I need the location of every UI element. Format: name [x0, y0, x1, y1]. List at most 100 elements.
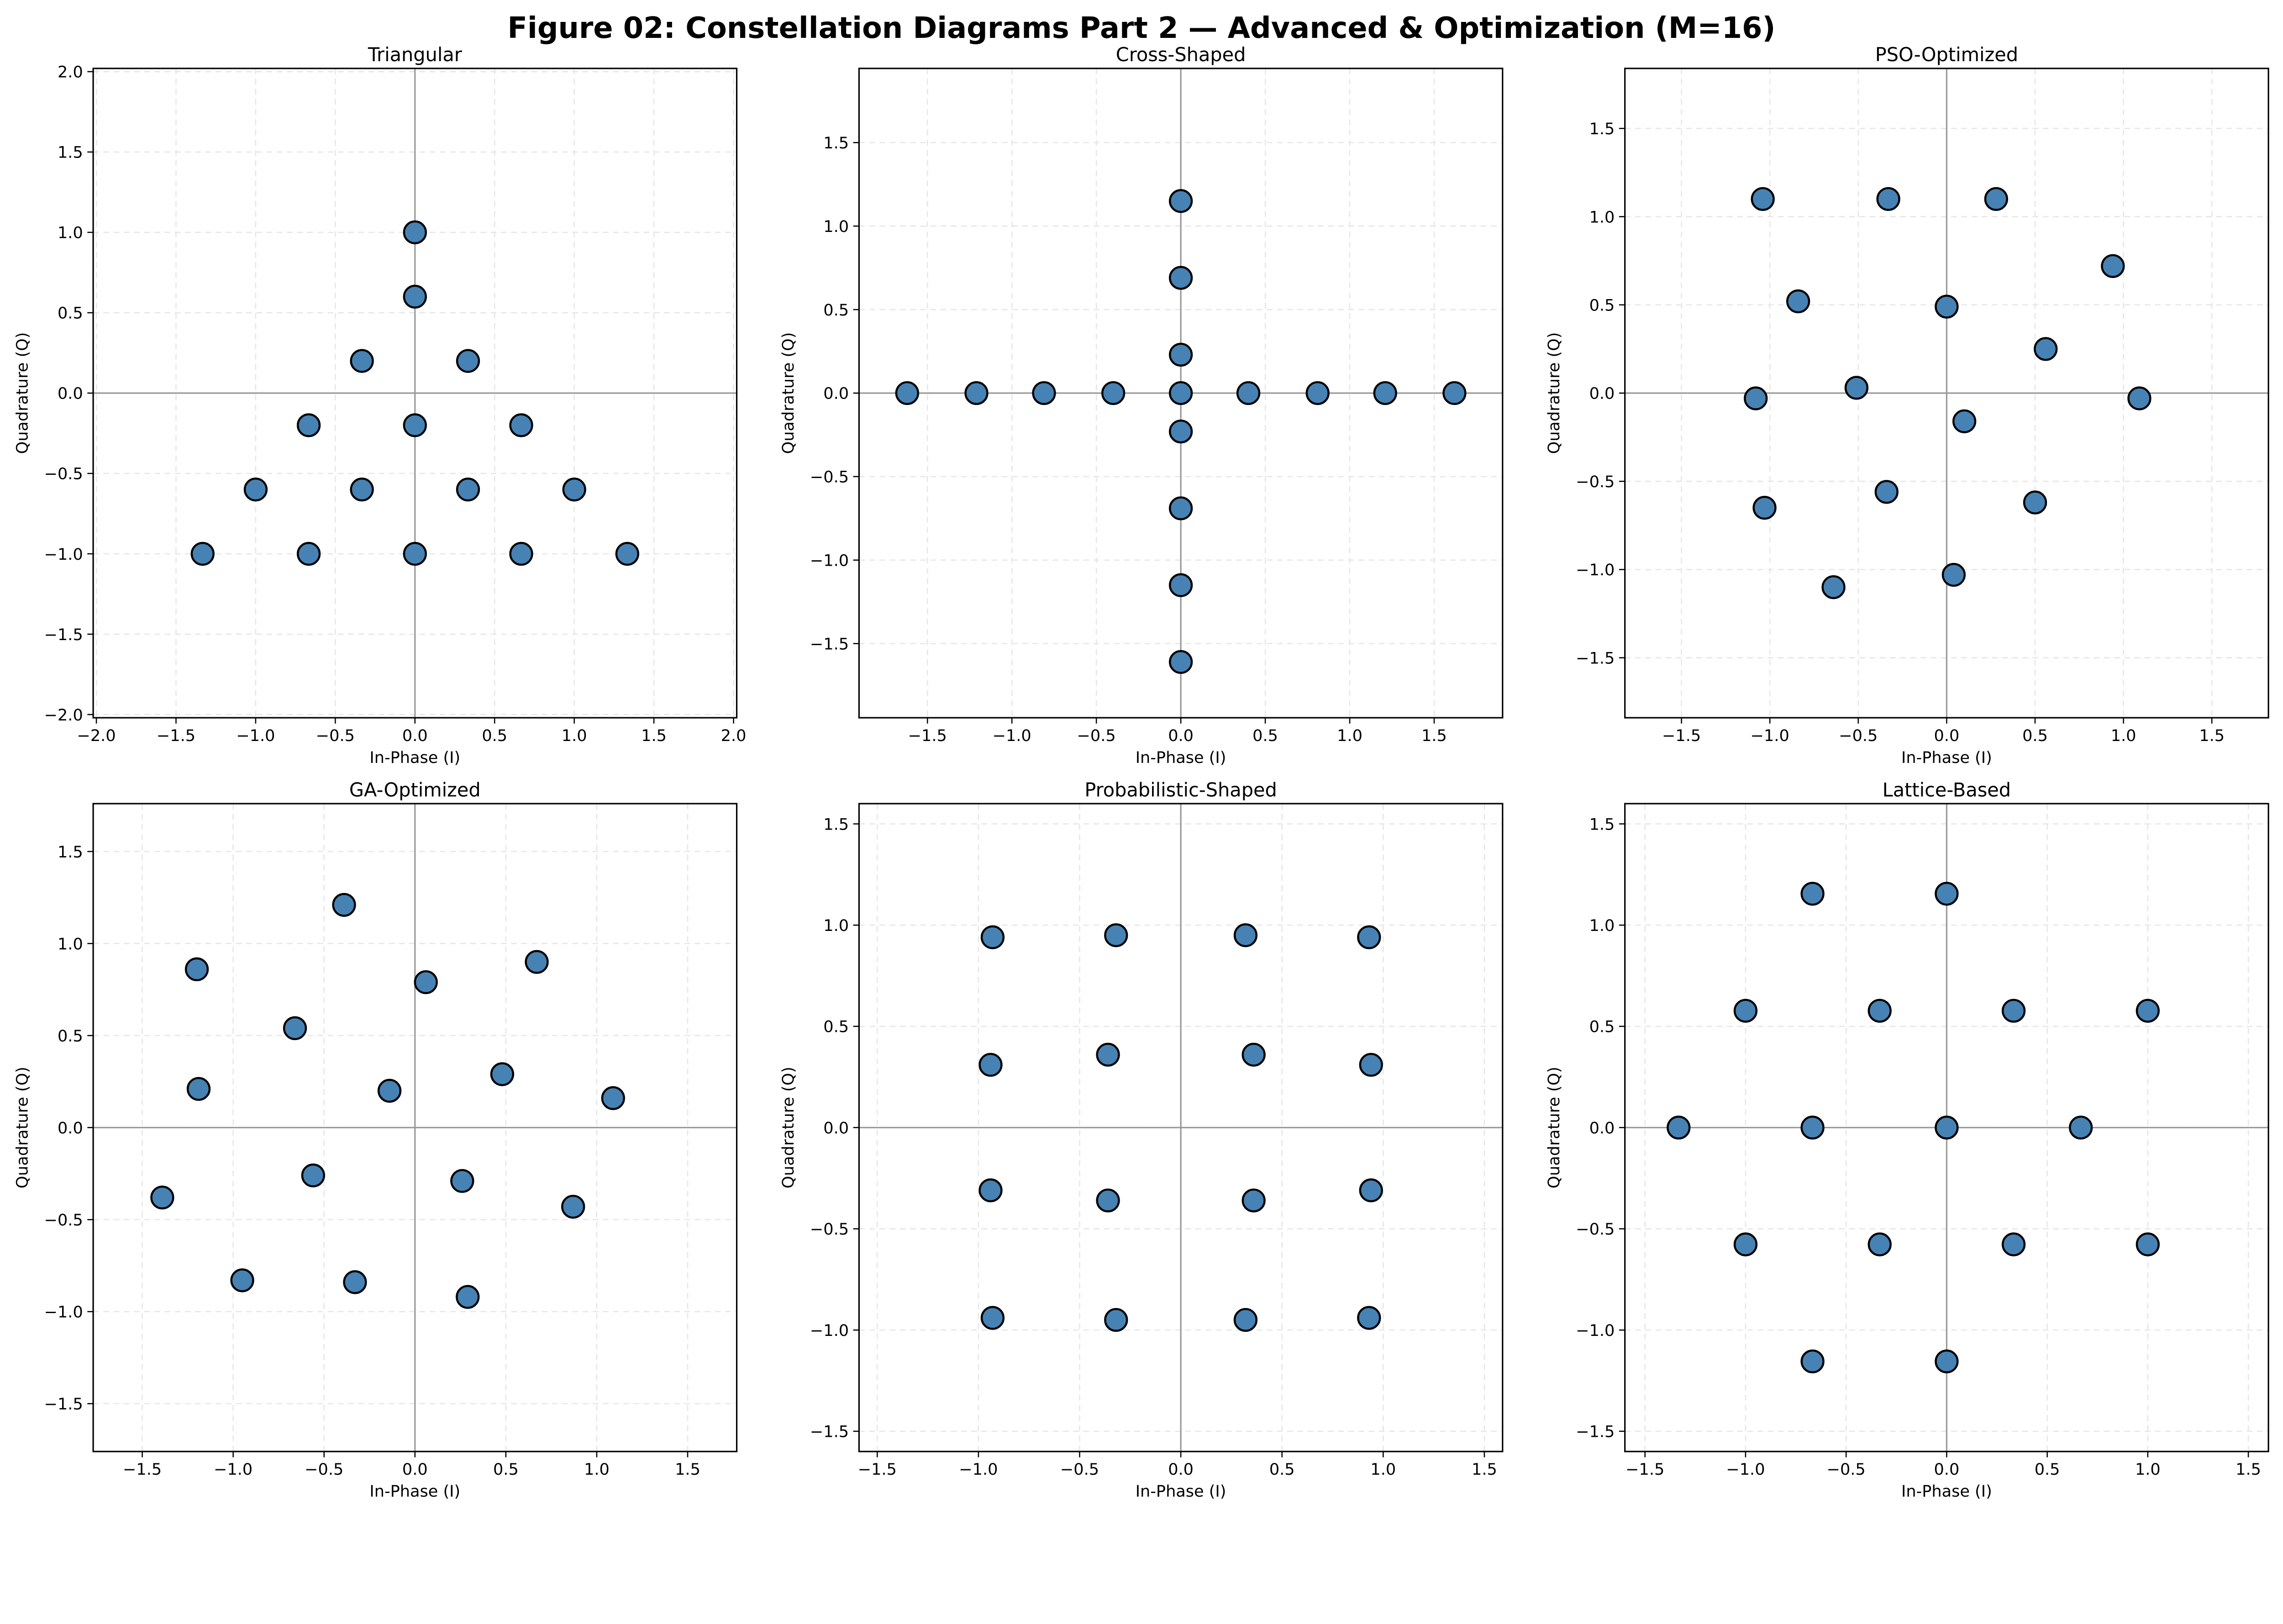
x-tick-label: 1.0 — [1370, 1460, 1396, 1479]
constellation-point — [456, 349, 480, 373]
subplot-probabilistic-shaped: −1.5 −1.0 −0.5 0.0 0.5 1.0 1.5 −1.5 −1.0 −0.5 0.0 0… — [779, 779, 1504, 1501]
constellation-point — [1101, 381, 1126, 405]
y-tick-label: 1.0 — [1589, 916, 1615, 935]
constellation-point — [1800, 882, 1825, 906]
x-tick-label: −0.5 — [1060, 1460, 1099, 1479]
axes-frame — [858, 68, 1504, 719]
y-tick-label: 1.0 — [1589, 208, 1615, 226]
constellation-point — [1104, 1308, 1128, 1332]
x-tick-label: 1.5 — [1421, 726, 1447, 745]
x-tick-label: 0.0 — [402, 1460, 428, 1479]
y-tick-label: −1.0 — [44, 1303, 83, 1322]
constellation-point — [561, 1194, 585, 1219]
constellation-point — [1867, 1232, 1892, 1256]
y-axis-label: Quadrature (Q) — [13, 1067, 32, 1188]
subplot-title: Lattice-Based — [1883, 779, 2011, 801]
constellation-point — [964, 381, 989, 405]
x-tick-label: −1.5 — [858, 1460, 897, 1479]
x-tick-label: 0.5 — [2035, 1460, 2060, 1479]
constellation-point — [1442, 381, 1467, 405]
constellation-point — [1168, 419, 1193, 444]
constellation-point — [296, 541, 321, 566]
y-tick-label: 0.0 — [823, 384, 849, 403]
y-tick-label: −1.0 — [44, 545, 83, 564]
y-axis-label: Quadrature (Q) — [13, 332, 32, 454]
subplot-lattice-based: −1.5 −1.0 −0.5 0.0 0.5 1.0 1.5 −1.5 −1.0 −0.5 0.0 0… — [1545, 779, 2269, 1501]
constellation-point — [150, 1185, 174, 1210]
y-tick-label: −0.5 — [44, 465, 83, 484]
y-tick-label: −1.5 — [810, 1423, 849, 1441]
x-tick-label: 0.5 — [2022, 726, 2048, 745]
constellation-point — [1373, 381, 1397, 405]
constellation-point — [1168, 496, 1193, 520]
x-tick-label: 1.0 — [1337, 726, 1362, 745]
subplot-title: PSO-Optimized — [1875, 44, 2018, 66]
constellation-point — [414, 970, 438, 994]
constellation-point — [1874, 480, 1899, 504]
constellation-point — [1359, 1053, 1383, 1077]
x-axis-label: In-Phase (I) — [1136, 1482, 1226, 1501]
x-tick-label: 0.5 — [493, 1460, 519, 1479]
constellation-point — [403, 413, 427, 437]
constellation-point — [283, 1016, 307, 1041]
constellation-point — [601, 1086, 625, 1110]
constellation-point — [1667, 1115, 1691, 1140]
constellation-point — [190, 541, 215, 566]
constellation-point — [1168, 650, 1193, 674]
constellation-point — [243, 478, 268, 502]
y-tick-label: 1.5 — [1589, 815, 1615, 834]
constellation-point — [403, 220, 427, 245]
constellation-point — [296, 413, 321, 437]
x-axis-label: In-Phase (I) — [369, 748, 460, 767]
x-tick-label: −0.5 — [1077, 726, 1116, 745]
constellation-point — [456, 478, 480, 502]
subplot-pso-optimized: −1.5 −1.0 −0.5 0.0 0.5 1.0 1.5 −1.5 −1.0 −0.5 0.0 0… — [1545, 44, 2269, 767]
x-tick-label: 1.5 — [2236, 1460, 2261, 1479]
x-tick-label: 1.0 — [562, 726, 587, 745]
x-tick-label: −2.0 — [77, 726, 116, 745]
x-axis-label: In-Phase (I) — [1901, 1482, 1992, 1501]
x-tick-label: 0.0 — [1168, 726, 1194, 745]
y-tick-label: 0.5 — [823, 301, 849, 320]
y-tick-label: 0.0 — [58, 1119, 83, 1137]
x-tick-label: −1.5 — [157, 726, 195, 745]
x-tick-label: 0.0 — [1934, 726, 1960, 745]
constellation-point — [1168, 189, 1193, 213]
x-tick-label: −0.5 — [316, 726, 355, 745]
x-tick-label: −1.0 — [993, 726, 1031, 745]
constellation-point — [1168, 266, 1193, 290]
constellation-point — [1241, 1188, 1266, 1213]
constellation-point — [1168, 573, 1193, 597]
x-tick-label: 1.5 — [641, 726, 667, 745]
subplot-title: Cross-Shaped — [1116, 44, 1246, 66]
y-tick-label: −2.0 — [44, 706, 83, 725]
constellation-point — [1744, 386, 1768, 410]
constellation-point — [509, 413, 533, 437]
y-tick-label: 1.0 — [58, 224, 83, 242]
constellation-point — [1984, 187, 2008, 211]
subplot-ga-optimized: −1.5 −1.0 −0.5 0.0 0.5 1.0 1.5 −1.5 −1.0 −0.5 0.0 0… — [13, 779, 738, 1501]
y-tick-label: 1.5 — [823, 815, 849, 834]
y-axis-label: Quadrature (Q) — [779, 1067, 798, 1188]
constellation-point — [2069, 1115, 2093, 1140]
constellation-point — [301, 1163, 325, 1188]
constellation-point — [980, 1306, 1005, 1330]
constellation-point — [1233, 1308, 1258, 1332]
y-tick-label: −1.0 — [1576, 1321, 1615, 1340]
y-tick-label: −0.5 — [810, 1220, 849, 1239]
constellation-point — [1800, 1115, 1825, 1140]
y-tick-label: −1.5 — [44, 1395, 83, 1414]
x-tick-label: 0.5 — [482, 726, 507, 745]
constellation-point — [978, 1178, 1003, 1203]
constellation-point — [343, 1270, 367, 1294]
subplot-title: GA-Optimized — [349, 779, 481, 801]
y-tick-label: 0.5 — [1589, 1018, 1615, 1036]
constellation-point — [2136, 1232, 2160, 1256]
y-tick-label: 0.5 — [1589, 296, 1615, 315]
x-tick-label: 1.5 — [2199, 726, 2225, 745]
x-tick-label: 0.5 — [1252, 726, 1278, 745]
constellation-point — [1168, 342, 1193, 367]
constellation-point — [1935, 1349, 1959, 1374]
x-tick-label: −0.5 — [1839, 726, 1878, 745]
constellation-point — [1867, 999, 1892, 1023]
